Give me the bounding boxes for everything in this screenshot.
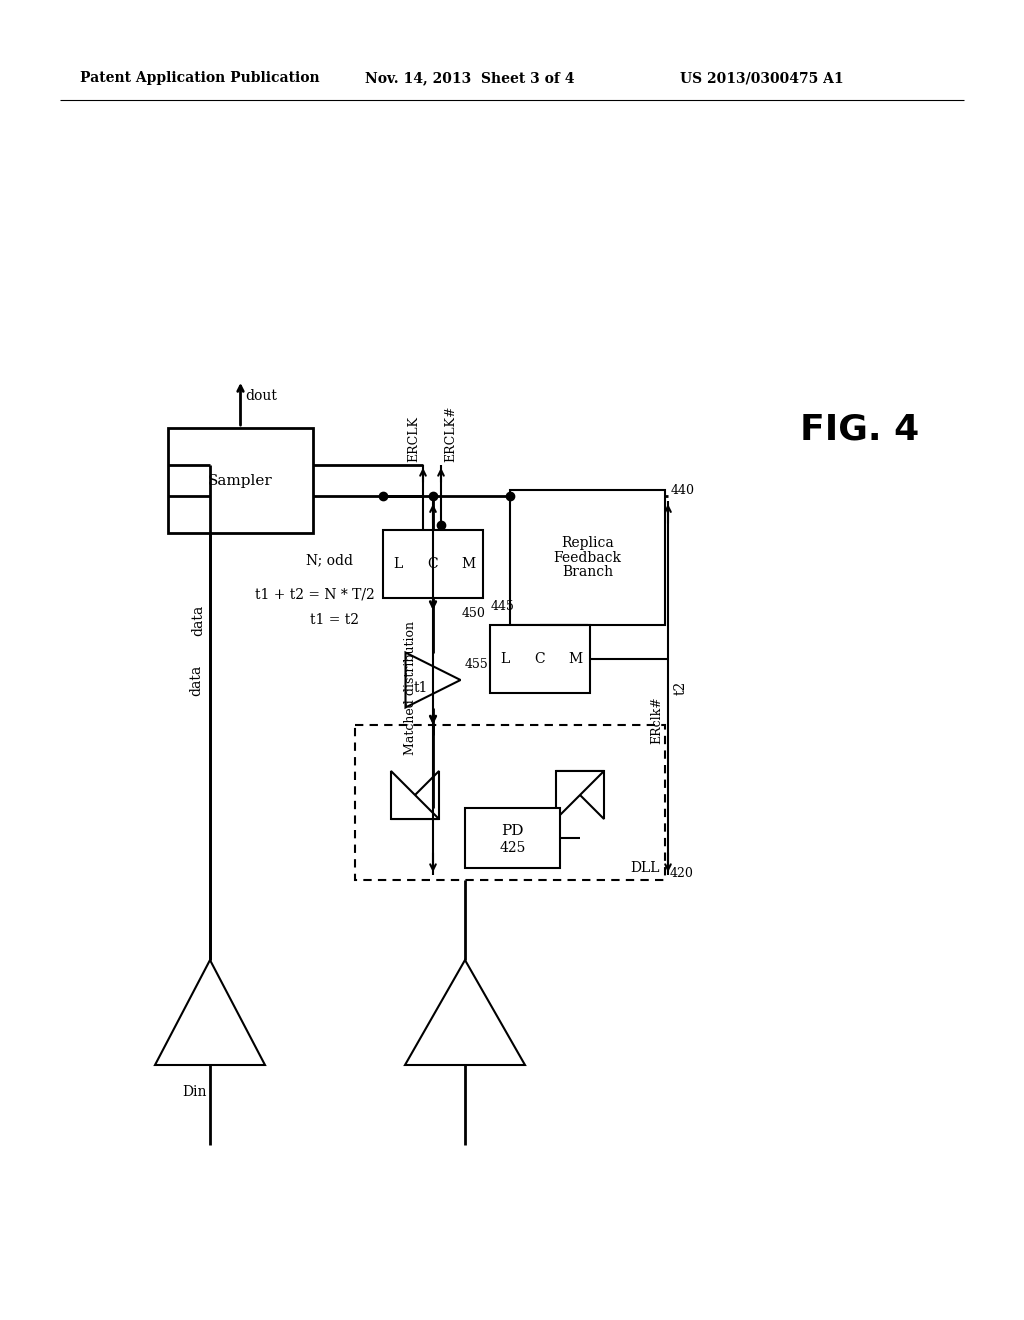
Text: Branch: Branch bbox=[562, 565, 613, 579]
Text: 440: 440 bbox=[671, 484, 695, 498]
Text: PD: PD bbox=[502, 824, 523, 838]
Text: N; odd: N; odd bbox=[306, 553, 353, 568]
Polygon shape bbox=[406, 960, 525, 1065]
Text: ERCLK#: ERCLK# bbox=[444, 405, 457, 462]
Polygon shape bbox=[391, 771, 439, 818]
Text: Matched distribution: Matched distribution bbox=[404, 622, 418, 755]
Text: L: L bbox=[501, 652, 510, 667]
Text: 445: 445 bbox=[490, 599, 515, 612]
Text: t1 = t2: t1 = t2 bbox=[310, 612, 359, 627]
Text: 450: 450 bbox=[461, 607, 485, 620]
Text: t2: t2 bbox=[674, 681, 688, 696]
Polygon shape bbox=[556, 771, 604, 818]
Bar bbox=[383, 531, 483, 598]
Polygon shape bbox=[556, 771, 604, 818]
Text: M: M bbox=[461, 557, 475, 572]
Text: t1 + t2 = N * T/2: t1 + t2 = N * T/2 bbox=[255, 587, 375, 602]
Text: Feedback: Feedback bbox=[554, 550, 622, 565]
Text: ERclk#: ERclk# bbox=[650, 696, 663, 744]
Text: 420: 420 bbox=[670, 867, 694, 880]
Text: Replica: Replica bbox=[561, 536, 613, 549]
Text: ERCLK: ERCLK bbox=[407, 416, 420, 462]
Text: US 2013/0300475 A1: US 2013/0300475 A1 bbox=[680, 71, 844, 84]
Polygon shape bbox=[406, 652, 461, 708]
Text: C: C bbox=[535, 652, 546, 667]
Text: C: C bbox=[428, 557, 438, 572]
Text: dout: dout bbox=[246, 389, 278, 403]
Text: data: data bbox=[191, 605, 205, 636]
Text: Din: Din bbox=[182, 1085, 207, 1100]
Text: DLL: DLL bbox=[631, 861, 660, 875]
Text: 455: 455 bbox=[465, 659, 488, 672]
Text: Sampler: Sampler bbox=[208, 474, 272, 487]
Text: data: data bbox=[189, 664, 203, 696]
Text: M: M bbox=[568, 652, 582, 667]
Text: 425: 425 bbox=[500, 841, 525, 855]
Text: Nov. 14, 2013  Sheet 3 of 4: Nov. 14, 2013 Sheet 3 of 4 bbox=[365, 71, 574, 84]
Bar bbox=[168, 428, 313, 533]
Text: Patent Application Publication: Patent Application Publication bbox=[80, 71, 319, 84]
Polygon shape bbox=[155, 960, 265, 1065]
Bar bbox=[510, 490, 665, 624]
Bar bbox=[355, 725, 665, 880]
Bar bbox=[465, 808, 560, 869]
Text: L: L bbox=[393, 557, 402, 572]
Polygon shape bbox=[391, 771, 439, 818]
Bar bbox=[490, 624, 590, 693]
Text: FIG. 4: FIG. 4 bbox=[800, 413, 920, 447]
Text: t1: t1 bbox=[414, 681, 428, 696]
